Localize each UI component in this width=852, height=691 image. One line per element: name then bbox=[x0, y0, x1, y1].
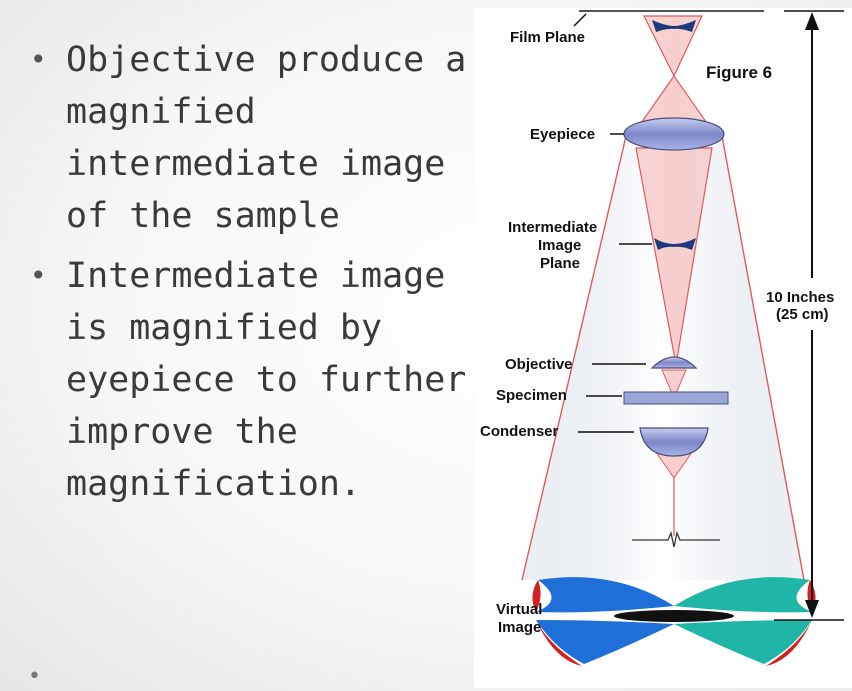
ray-objective-cone bbox=[661, 369, 687, 400]
virtual-label-1: Virtual bbox=[496, 601, 542, 618]
eyepiece-lens bbox=[623, 117, 725, 151]
distance-arrow-up-icon bbox=[805, 12, 819, 30]
virtual-cone-edge-left bbox=[521, 135, 627, 581]
virtual-image-butterfly-icon bbox=[532, 577, 816, 666]
film-plane-label: Film Plane bbox=[510, 29, 585, 46]
intermediate-label-1: Intermediate bbox=[508, 219, 597, 236]
objective-lens bbox=[650, 356, 698, 369]
film-plane-pointer bbox=[573, 13, 587, 27]
intermediate-label-3: Plane bbox=[540, 255, 580, 272]
condenser-lens bbox=[639, 427, 709, 457]
virtual-label-2: Image bbox=[498, 619, 541, 636]
bullet-item: • Intermediate image is magnified by eye… bbox=[28, 250, 468, 510]
bullet-text: Objective produce a magnified intermedia… bbox=[66, 40, 467, 236]
filament-icon bbox=[632, 530, 720, 548]
film-plane-butterfly-icon bbox=[652, 20, 696, 32]
virtual-cone bbox=[522, 136, 804, 580]
empty-bullet-icon: • bbox=[28, 664, 41, 689]
bullet-text: Intermediate image is magnified by eyepi… bbox=[66, 256, 467, 504]
distance-label-2: (25 cm) bbox=[776, 306, 829, 323]
intermediate-butterfly-icon bbox=[654, 238, 696, 250]
microscope-figure: Film Plane Figure 6 Eyepiece Intermediat… bbox=[474, 8, 852, 688]
specimen-label: Specimen bbox=[496, 387, 567, 404]
bullet-list: • Objective produce a magnified intermed… bbox=[28, 34, 468, 518]
intermediate-label-2: Image bbox=[538, 237, 581, 254]
specimen-slide bbox=[623, 391, 729, 405]
bullet-item: • Objective produce a magnified intermed… bbox=[28, 34, 468, 242]
objective-label: Objective bbox=[505, 356, 573, 373]
distance-arrow-down-icon bbox=[805, 600, 819, 618]
figure-title: Figure 6 bbox=[706, 63, 772, 82]
distance-label-1: 10 Inches bbox=[766, 289, 834, 306]
bullet-dot-icon: • bbox=[30, 43, 47, 76]
bullet-dot-icon: • bbox=[30, 259, 47, 292]
virtual-cone-edge-right bbox=[721, 135, 805, 581]
condenser-label: Condenser bbox=[480, 423, 559, 440]
eyepiece-label: Eyepiece bbox=[530, 126, 595, 143]
